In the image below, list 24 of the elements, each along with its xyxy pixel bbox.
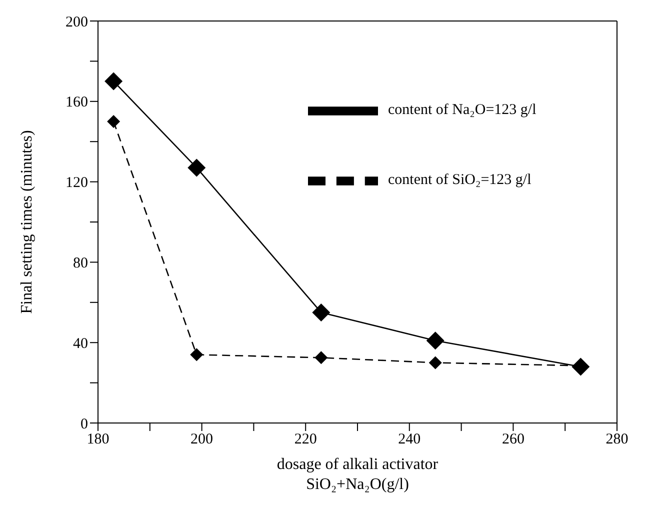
point — [188, 158, 206, 177]
x-tick-label: 220 — [294, 432, 317, 448]
y-tick-label: 120 — [66, 175, 88, 192]
point — [426, 332, 444, 350]
point — [107, 115, 120, 128]
point — [428, 356, 442, 370]
legend-label: content of SiO₂=123 g/l — [388, 172, 532, 188]
y-tick-label: 80 — [73, 256, 88, 272]
x-tick-label: 200 — [190, 432, 214, 448]
point — [104, 72, 123, 90]
y-tick-label: 200 — [66, 14, 88, 30]
point — [190, 348, 204, 362]
x-axis-title: dosage of alkali activator SiO₂+Na₂O(g/l) — [276, 456, 439, 493]
x-tick-label: 260 — [502, 432, 524, 448]
point — [314, 351, 328, 364]
x-tick-label: 240 — [398, 432, 421, 448]
y-tick-label: 160 — [66, 94, 88, 111]
x-tick-label: 280 — [606, 432, 628, 448]
y-tick-label: 40 — [73, 336, 88, 352]
x-tick-label: 180 — [86, 432, 110, 448]
y-tick-label: 0 — [80, 416, 88, 432]
y-axis-title: Final setting times (minutes) — [18, 130, 36, 314]
legend-label: content of Na₂O=123 g/l — [388, 102, 536, 118]
point — [312, 303, 330, 322]
